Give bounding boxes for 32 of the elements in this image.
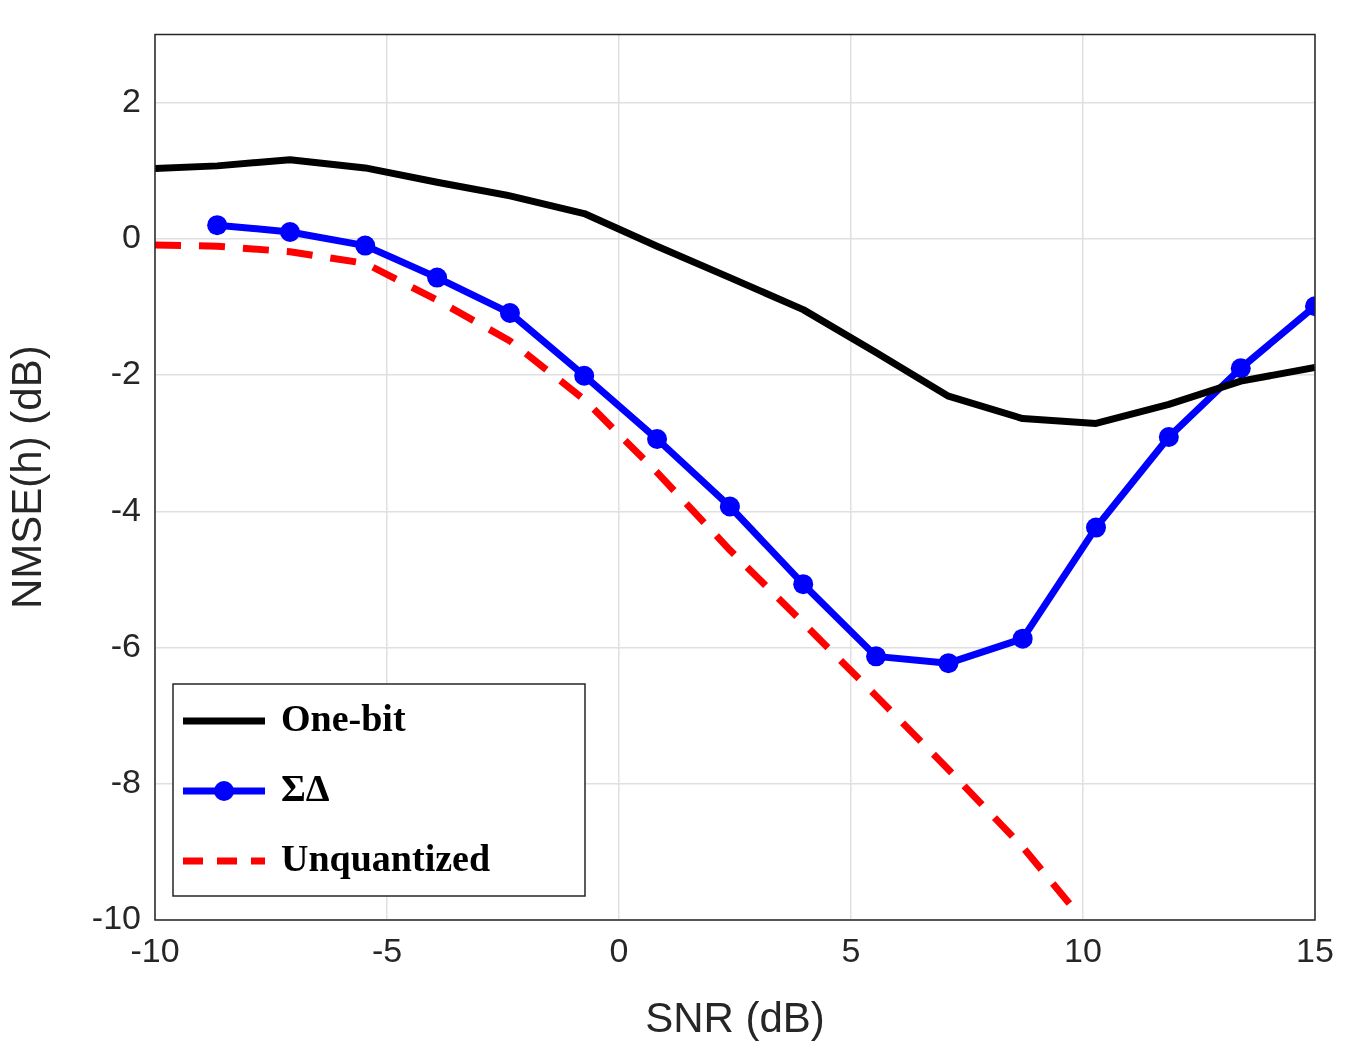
point: [866, 646, 887, 667]
point: [647, 429, 668, 450]
point: [938, 653, 959, 674]
y-tick-label: -8: [110, 762, 141, 801]
point: [1158, 427, 1179, 448]
x-axis-title: SNR (dB): [645, 994, 825, 1042]
point: [355, 235, 376, 256]
point: [1230, 358, 1251, 379]
point: [207, 215, 228, 236]
x-tick-label: 15: [1296, 930, 1334, 969]
y-tick-label: 0: [122, 217, 141, 256]
x-tick-label: 10: [1064, 930, 1102, 969]
point: [574, 365, 595, 386]
y-tick-label: -4: [110, 489, 141, 528]
y-tick-label: 2: [122, 80, 141, 119]
x-tick-label: -5: [371, 930, 403, 969]
legend-label: Unquantized: [281, 836, 491, 879]
point: [499, 303, 520, 324]
point: [793, 574, 814, 595]
point: [1085, 517, 1106, 538]
point: [719, 496, 740, 517]
y-axis-title: NMSE(h) (dB): [2, 345, 50, 610]
point: [427, 267, 448, 288]
point: [280, 221, 301, 242]
legend-label: ΣΔ: [281, 766, 330, 809]
legend-label: One-bit: [281, 696, 406, 739]
y-tick-label: -10: [91, 898, 141, 937]
point: [1012, 628, 1033, 649]
x-tick-label: 5: [841, 930, 861, 969]
y-tick-label: -2: [110, 353, 141, 392]
y-tick-label: -6: [110, 625, 141, 664]
x-tick-label: 0: [609, 930, 629, 969]
